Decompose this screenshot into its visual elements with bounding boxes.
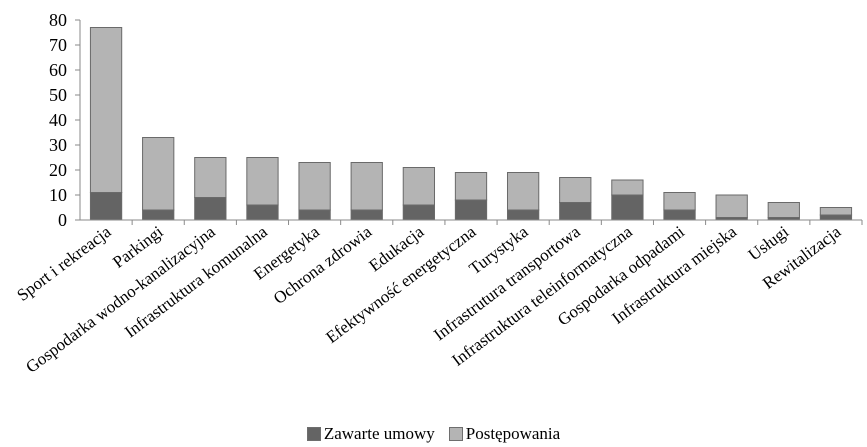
bar-postepowania	[611, 179, 644, 196]
y-tick-label: 30	[49, 135, 67, 155]
legend-item-zawarte-umowy: Zawarte umowy	[306, 424, 435, 444]
bar-zawarte-umowy	[559, 202, 592, 221]
bar-zawarte-umowy	[819, 214, 853, 221]
bar-postepowania	[246, 157, 279, 206]
y-tick-label: 60	[49, 60, 67, 80]
legend-swatch-postepowania	[448, 427, 463, 441]
bar-postepowania	[350, 162, 383, 211]
y-tick-label: 40	[49, 110, 67, 130]
bar-postepowania	[142, 137, 175, 211]
bar-zawarte-umowy	[89, 192, 123, 221]
legend-label-zawarte-umowy: Zawarte umowy	[323, 424, 435, 443]
bar-zawarte-umowy	[194, 197, 227, 221]
y-tick-label: 80	[49, 10, 67, 30]
bar-zawarte-umowy	[663, 209, 696, 221]
bar-postepowania	[767, 202, 800, 218]
bar-postepowania	[506, 172, 540, 211]
bar-zawarte-umowy	[506, 209, 540, 221]
legend-item-postepowania: Postępowania	[448, 424, 561, 444]
bar-postepowania	[559, 177, 592, 203]
legend: Zawarte umowy Postępowania	[0, 424, 867, 444]
legend-label-postepowania: Postępowania	[465, 424, 561, 443]
y-tick-label: 20	[49, 160, 67, 180]
x-tick-label: Gospodarka wodno-kanalizacyjna	[22, 222, 219, 377]
bar-postepowania	[819, 207, 853, 216]
bar-zawarte-umowy	[454, 199, 488, 221]
bar-postepowania	[89, 27, 123, 193]
bar-postepowania	[663, 192, 696, 211]
bar-postepowania	[194, 157, 227, 198]
y-tick-label: 70	[49, 35, 67, 55]
bar-zawarte-umowy	[402, 204, 436, 221]
bar-zawarte-umowy	[611, 194, 644, 221]
bar-postepowania	[402, 167, 436, 206]
bar-zawarte-umowy	[350, 209, 383, 221]
y-tick-label: 0	[58, 210, 67, 230]
bar-zawarte-umowy	[142, 209, 175, 221]
y-tick-label: 50	[49, 85, 67, 105]
bar-zawarte-umowy	[246, 204, 279, 221]
bar-zawarte-umowy	[298, 209, 331, 221]
bar-postepowania	[715, 194, 748, 218]
x-tick-label: Sport i rekreacja	[13, 222, 115, 305]
y-tick-label: 10	[49, 185, 67, 205]
bar-postepowania	[454, 172, 488, 201]
bar-postepowania	[298, 162, 331, 211]
legend-swatch-zawarte-umowy	[306, 427, 321, 441]
